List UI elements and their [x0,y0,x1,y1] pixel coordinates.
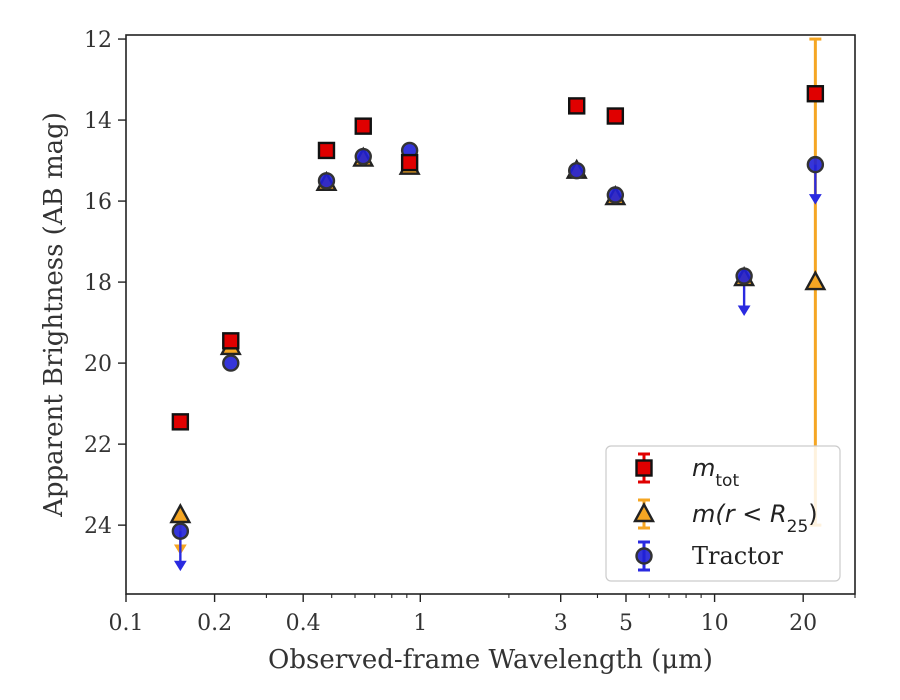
y-tick-label: 20 [84,352,112,377]
legend-triangle-marker [632,501,656,523]
square-data-point [806,85,825,103]
legend-label: m(r < R25) [692,500,818,537]
y-tick-label: 22 [84,433,112,458]
x-tick-label: 5 [619,611,633,636]
upper-limit-arrow-head [737,305,751,316]
legend-box [605,445,841,582]
y-tick-label: 24 [84,514,112,539]
x-tick-label: 0.4 [286,611,321,636]
legend: mtot m(r < R25) Tractor [605,445,841,582]
triangle-data-point [169,503,192,524]
x-tick-label: 20 [789,611,817,636]
circle-data-point [171,522,190,540]
upper-limit-arrow-head [173,560,187,572]
x-tick-label: 0.2 [197,611,232,636]
circle-data-point [354,147,372,166]
x-axis-label: Observed-frame Wavelength (μm) [268,645,713,675]
square-data-point [171,413,190,431]
y-axis-label: Apparent Brightness (AB mag) [39,112,69,518]
plot-frame [125,34,856,595]
square-data-point [568,97,586,115]
ticks-layer: 0.1 0.2 0.4 1 3 5 10 20 12 14 16 18 20 22 24 [84,28,856,636]
x-tick-label: 10 [701,611,729,636]
legend-label: Tractor [692,542,783,570]
circle-data-point [806,155,825,174]
circle-data-point [317,172,336,190]
x-tick-label: 1 [413,611,427,636]
triangle-data-point [804,270,827,291]
y-tick-label: 18 [84,271,112,296]
square-data-point [354,117,372,135]
upper-limit-arrow-head [808,194,822,205]
legend-label: mtot [692,454,739,491]
x-tick-label: 3 [554,611,568,636]
square-data-point [606,107,625,125]
legend-circle-marker [635,547,653,565]
x-tick-label: 0.1 [109,611,144,636]
y-tick-label: 12 [84,28,112,53]
square-data-point [222,332,240,350]
square-data-point [317,141,336,160]
markers-layer [169,85,827,540]
circle-data-point [222,354,240,372]
circle-data-point [568,161,586,180]
circle-data-point [606,186,625,204]
y-tick-label: 16 [84,190,112,215]
circle-data-point [735,267,753,285]
y-tick-label: 14 [84,109,112,134]
legend-square-marker [635,459,653,477]
square-data-point [400,153,419,172]
